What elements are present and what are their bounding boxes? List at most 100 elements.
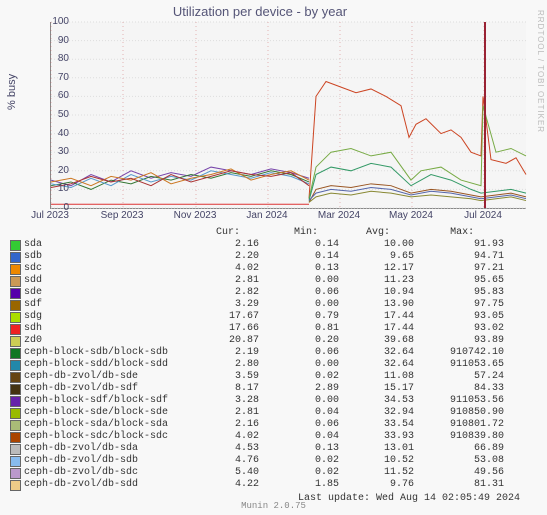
legend-swatch bbox=[10, 384, 21, 395]
legend-min: 0.81 bbox=[259, 323, 339, 335]
legend-cur: 5.40 bbox=[189, 467, 259, 479]
legend-swatch bbox=[10, 240, 21, 251]
y-tick-label: 40 bbox=[39, 128, 69, 139]
legend-cur: 2.80 bbox=[189, 359, 259, 371]
legend-min: 0.14 bbox=[259, 251, 339, 263]
legend-rows: sda2.160.1410.0091.93sdb2.200.149.6594.7… bbox=[10, 239, 530, 491]
legend-avg: 12.17 bbox=[339, 263, 414, 275]
legend-row: ceph-block-sdf/block-sdf3.280.0034.53911… bbox=[10, 395, 530, 407]
legend-row: zd020.870.2039.6893.89 bbox=[10, 335, 530, 347]
legend-row: ceph-block-sde/block-sde2.810.0432.94910… bbox=[10, 407, 530, 419]
legend-max: 95.65 bbox=[414, 275, 504, 287]
legend-min: 0.04 bbox=[259, 431, 339, 443]
legend-row: ceph-db-zvol/db-sdd4.221.859.7681.31 bbox=[10, 479, 530, 491]
x-tick-label: May 2024 bbox=[389, 210, 433, 221]
legend-avg: 15.17 bbox=[339, 383, 414, 395]
legend-avg: 10.52 bbox=[339, 455, 414, 467]
legend-cur: 4.53 bbox=[189, 443, 259, 455]
legend-header: Cur: Min: Avg: Max: bbox=[24, 227, 530, 239]
x-tick-label: Jul 2023 bbox=[31, 210, 69, 221]
legend-name: zd0 bbox=[24, 335, 189, 347]
legend-name: sdc bbox=[24, 263, 189, 275]
legend-avg: 11.23 bbox=[339, 275, 414, 287]
legend-max: 910850.90 bbox=[414, 407, 504, 419]
legend-name: ceph-block-sdf/block-sdf bbox=[24, 395, 189, 407]
legend-max: 93.02 bbox=[414, 323, 504, 335]
legend-row: ceph-block-sdd/block-sdd2.800.0032.64911… bbox=[10, 359, 530, 371]
legend-cur: 2.81 bbox=[189, 407, 259, 419]
legend-area: Cur: Min: Avg: Max: sda2.160.1410.0091.9… bbox=[10, 227, 530, 505]
legend-name: ceph-db-zvol/db-sdf bbox=[24, 383, 189, 395]
legend-name: sda bbox=[24, 239, 189, 251]
legend-cur: 2.82 bbox=[189, 287, 259, 299]
legend-min: 0.13 bbox=[259, 263, 339, 275]
legend-avg: 9.65 bbox=[339, 251, 414, 263]
legend-cur: 2.20 bbox=[189, 251, 259, 263]
y-tick-label: 10 bbox=[39, 183, 69, 194]
legend-avg: 33.54 bbox=[339, 419, 414, 431]
legend-avg: 32.94 bbox=[339, 407, 414, 419]
legend-cur: 2.81 bbox=[189, 275, 259, 287]
legend-name: sdf bbox=[24, 299, 189, 311]
legend-row: sdd2.810.0011.2395.65 bbox=[10, 275, 530, 287]
legend-min: 1.85 bbox=[259, 479, 339, 491]
legend-cur: 4.02 bbox=[189, 431, 259, 443]
legend-min: 0.00 bbox=[259, 395, 339, 407]
legend-name: ceph-block-sdb/block-sdb bbox=[24, 347, 189, 359]
legend-avg: 10.00 bbox=[339, 239, 414, 251]
legend-avg: 39.68 bbox=[339, 335, 414, 347]
legend-row: sdb2.200.149.6594.71 bbox=[10, 251, 530, 263]
legend-cur: 2.16 bbox=[189, 419, 259, 431]
y-tick-label: 80 bbox=[39, 53, 69, 64]
legend-swatch bbox=[10, 468, 21, 479]
legend-max: 66.89 bbox=[414, 443, 504, 455]
x-tick-label: Jan 2024 bbox=[246, 210, 287, 221]
legend-swatch bbox=[10, 420, 21, 431]
legend-min: 0.00 bbox=[259, 299, 339, 311]
legend-min: 0.02 bbox=[259, 371, 339, 383]
plot-area bbox=[50, 22, 526, 209]
legend-row: ceph-db-zvol/db-sdf8.172.8915.1784.33 bbox=[10, 383, 530, 395]
legend-row: sdf3.290.0013.9097.75 bbox=[10, 299, 530, 311]
legend-max: 910742.10 bbox=[414, 347, 504, 359]
legend-row: sdc4.020.1312.1797.21 bbox=[10, 263, 530, 275]
legend-swatch bbox=[10, 300, 21, 311]
legend-row: ceph-block-sda/block-sda2.160.0633.54910… bbox=[10, 419, 530, 431]
legend-row: ceph-block-sdc/block-sdc4.020.0433.93910… bbox=[10, 431, 530, 443]
legend-max: 84.33 bbox=[414, 383, 504, 395]
legend-max: 95.83 bbox=[414, 287, 504, 299]
legend-cur: 17.67 bbox=[189, 311, 259, 323]
legend-avg: 17.44 bbox=[339, 323, 414, 335]
legend-name: ceph-block-sdd/block-sdd bbox=[24, 359, 189, 371]
legend-max: 97.21 bbox=[414, 263, 504, 275]
legend-row: sde2.820.0610.9495.83 bbox=[10, 287, 530, 299]
legend-cur: 20.87 bbox=[189, 335, 259, 347]
legend-row: ceph-db-zvol/db-sda4.530.1313.0166.89 bbox=[10, 443, 530, 455]
legend-name: sde bbox=[24, 287, 189, 299]
legend-max: 53.08 bbox=[414, 455, 504, 467]
legend-min: 0.79 bbox=[259, 311, 339, 323]
legend-cur: 2.16 bbox=[189, 239, 259, 251]
legend-avg: 11.08 bbox=[339, 371, 414, 383]
legend-avg: 9.76 bbox=[339, 479, 414, 491]
legend-max: 93.05 bbox=[414, 311, 504, 323]
legend-avg: 17.44 bbox=[339, 311, 414, 323]
legend-name: sdh bbox=[24, 323, 189, 335]
legend-swatch bbox=[10, 348, 21, 359]
legend-name: sdb bbox=[24, 251, 189, 263]
legend-min: 0.14 bbox=[259, 239, 339, 251]
chart-title: Utilization per device - by year bbox=[0, 4, 520, 19]
legend-max: 49.56 bbox=[414, 467, 504, 479]
legend-swatch bbox=[10, 336, 21, 347]
legend-avg: 10.94 bbox=[339, 287, 414, 299]
y-tick-label: 70 bbox=[39, 72, 69, 83]
rrdtool-watermark: RRDTOOL / TOBI OETIKER bbox=[536, 10, 545, 133]
legend-max: 57.24 bbox=[414, 371, 504, 383]
legend-max: 93.89 bbox=[414, 335, 504, 347]
y-tick-label: 20 bbox=[39, 165, 69, 176]
legend-swatch bbox=[10, 252, 21, 263]
legend-cur: 4.02 bbox=[189, 263, 259, 275]
legend-swatch bbox=[10, 396, 21, 407]
legend-name: ceph-db-zvol/db-sdc bbox=[24, 467, 189, 479]
legend-row: ceph-block-sdb/block-sdb2.190.0632.64910… bbox=[10, 347, 530, 359]
